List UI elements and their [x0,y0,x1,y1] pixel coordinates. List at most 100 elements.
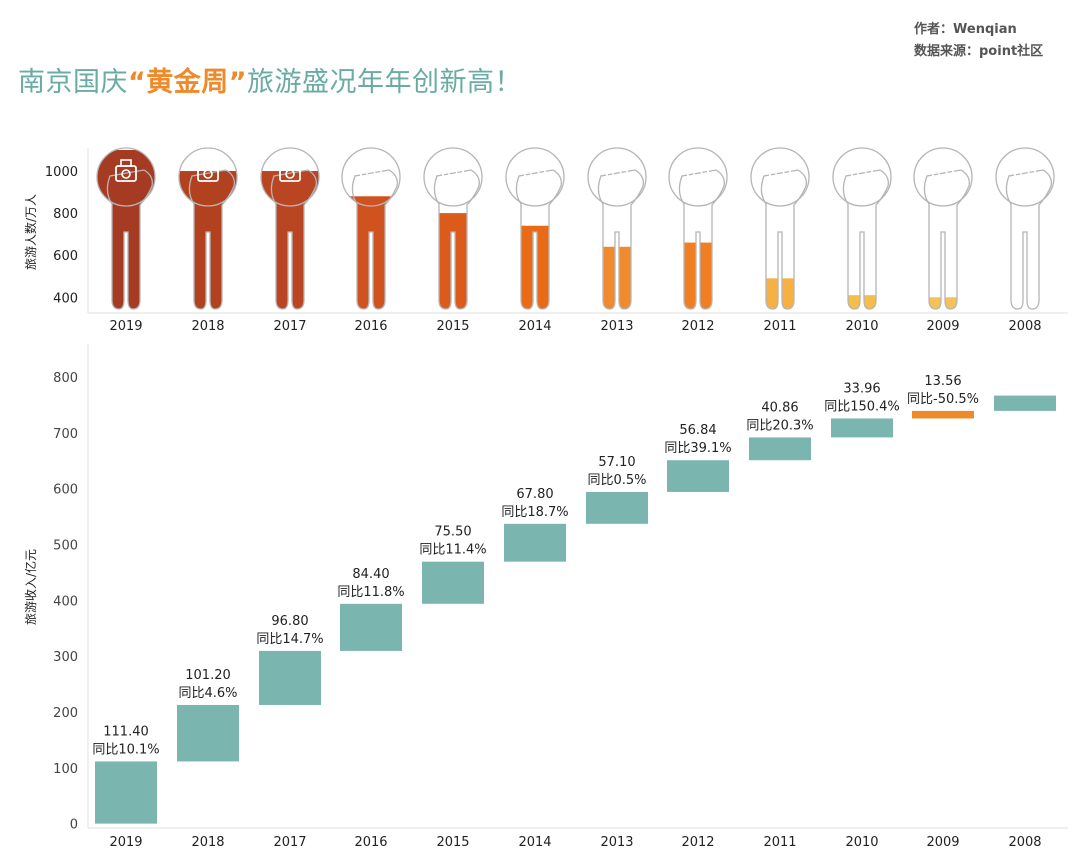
waterfall-bar-2015 [422,561,484,604]
waterfall-x-tick-2016: 2016 [354,835,387,850]
person-fill-2019 [97,150,155,309]
person-body-outline [597,169,644,310]
author-credit: 作者：Wenqian [914,22,1017,37]
waterfall-y-tick-500: 500 [53,539,78,554]
waterfall-yoy-label-2013: 同比0.5% [587,473,646,488]
person-head-outline [587,147,647,207]
person-body-outline [106,169,153,310]
camera-lens-icon [366,169,376,179]
pictogram-y-tick-800: 800 [53,207,78,222]
waterfall-value-label-2017: 96.80 [271,614,308,629]
waterfall-value-label-2014: 67.80 [516,487,553,502]
person-body-outline [351,169,398,310]
pictogram-x-tick-2015: 2015 [436,319,469,334]
waterfall-x-tick-2013: 2013 [600,835,633,850]
waterfall-value-label-2009: 13.56 [924,374,961,389]
person-fill-2012 [669,242,727,309]
waterfall-x-tick-2009: 2009 [926,835,959,850]
camera-top-icon [856,159,868,167]
camera-lens-icon [775,169,785,179]
person-head-outline [423,147,483,207]
waterfall-x-tick-2012: 2012 [681,835,714,850]
pictogram-y-tick-1000: 1000 [45,165,78,180]
waterfall-yoy-label-2012: 同比39.1% [664,441,731,456]
camera-top-icon [937,159,949,167]
person-2014 [505,147,565,310]
pictogram-x-tick-2011: 2011 [763,319,796,334]
waterfall-bar-2012 [667,460,729,492]
person-fill-2018 [179,171,237,309]
person-head-outline [668,147,728,207]
camera-top-icon [447,159,459,167]
pictogram-y-label: 旅游人数/万人 [23,194,38,270]
waterfall-bar-2009 [912,410,974,419]
waterfall-value-label-2010: 33.96 [843,381,880,396]
waterfall-x-tick-2008: 2008 [1008,835,1041,850]
pictogram-x-tick-2009: 2009 [926,319,959,334]
waterfall-yoy-label-2015: 同比11.4% [419,543,486,558]
waterfall-yoy-label-2009: 同比-50.5% [907,392,979,407]
person-2016 [341,147,401,310]
camera-lens-icon [612,169,622,179]
person-body-outline [1005,169,1052,310]
waterfall-bar-2019 [95,761,157,824]
camera-top-icon [611,159,623,167]
waterfall-y-tick-0: 0 [70,818,78,833]
camera-top-icon [120,159,132,167]
camera-lens-icon [530,169,540,179]
person-fill-2016 [342,196,400,309]
waterfall-bar-2011 [749,437,811,461]
person-2010 [832,147,892,310]
camera-top-icon [284,159,296,167]
waterfall-y-tick-200: 200 [53,706,78,721]
pictogram-x-tick-2019: 2019 [109,319,142,334]
person-body-outline [515,169,562,310]
waterfall-yoy-label-2016: 同比11.8% [337,585,404,600]
waterfall-bar-2013 [586,491,648,524]
waterfall-value-label-2012: 56.84 [679,423,716,438]
camera-lens-icon [938,169,948,179]
camera-lens-icon [448,169,458,179]
pictogram-x-tick-2008: 2008 [1008,319,1041,334]
person-head-outline [832,147,892,207]
person-body-outline [760,169,807,310]
person-2017 [260,147,320,310]
camera-top-icon [529,159,541,167]
pictogram-x-tick-2012: 2012 [681,319,714,334]
source-credit: 数据来源：point社区 [914,44,1044,59]
waterfall-yoy-label-2018: 同比4.6% [178,686,237,701]
person-2019 [96,147,156,310]
waterfall-value-label-2011: 40.86 [761,400,798,415]
title-highlight: “黄金周” [128,67,247,98]
person-2012 [668,147,728,310]
title-suffix: 旅游盛况年年创新高！ [247,67,522,98]
pictogram-x-tick-2010: 2010 [845,319,878,334]
waterfall-yoy-label-2011: 同比20.3% [746,418,813,433]
waterfall-x-tick-2018: 2018 [191,835,224,850]
camera-lens-icon [285,169,295,179]
waterfall-bar-2014 [504,523,566,562]
camera-top-icon [1019,159,1031,167]
person-head-outline [178,147,238,207]
pictogram-y-tick-400: 400 [53,291,78,306]
camera-lens-icon [203,169,213,179]
camera-top-icon [365,159,377,167]
waterfall-value-label-2019: 111.40 [103,724,149,739]
person-body-outline [842,169,889,310]
camera-lens-icon [121,169,131,179]
waterfall-value-label-2016: 84.40 [352,567,389,582]
waterfall-yoy-label-2014: 同比18.7% [501,505,568,520]
camera-top-icon [692,159,704,167]
person-body-outline [188,169,235,310]
waterfall-yoy-label-2010: 同比150.4% [824,399,900,414]
waterfall-value-label-2018: 101.20 [185,668,231,683]
waterfall-y-tick-800: 800 [53,371,78,386]
page-title: 南京国庆“黄金周”旅游盛况年年创新高！ [18,60,522,99]
pictogram-y-tick-600: 600 [53,249,78,264]
waterfall-value-label-2013: 57.10 [598,455,635,470]
person-2015 [423,147,483,310]
waterfall-y-tick-400: 400 [53,594,78,609]
pictogram-x-tick-2014: 2014 [518,319,551,334]
person-2008 [995,147,1055,310]
